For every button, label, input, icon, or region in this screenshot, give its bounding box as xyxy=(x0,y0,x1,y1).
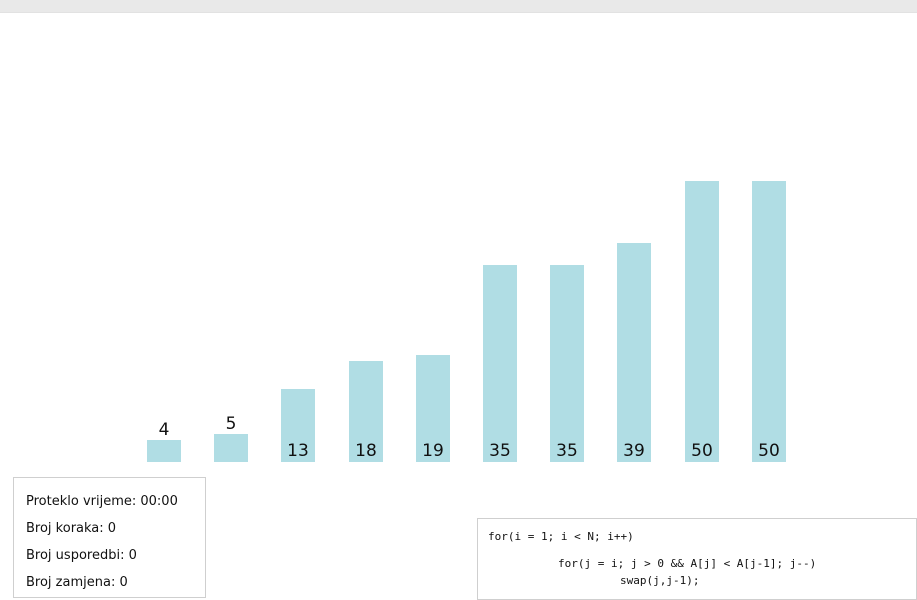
elapsed-time-text: Proteklo vrijeme: 00:00 xyxy=(26,494,178,509)
array-bar-value-label: 35 xyxy=(489,441,511,461)
array-bar-value-label: 18 xyxy=(355,441,377,461)
array-bar-value-label: 50 xyxy=(691,441,713,461)
steps-count-text: Broj koraka: 0 xyxy=(26,521,117,536)
code-line-inner-loop: for(j = i; j > 0 && A[j] < A[j-1]; j--) xyxy=(558,557,817,570)
array-bar-value-label: 5 xyxy=(225,413,237,434)
visualization-canvas: 4 5 13 18 19 35 35 39 50 50 Proteklo vrijeme: 00:… xyxy=(0,12,917,600)
array-bar xyxy=(617,242,651,462)
array-bar-value-label: 50 xyxy=(758,441,780,461)
array-bar xyxy=(483,265,517,462)
code-line-outer-loop: for(i = 1; i < N; i++) xyxy=(488,530,634,543)
array-bar xyxy=(685,181,719,462)
array-bar-value-label: 35 xyxy=(556,441,578,461)
code-line-swap: swap(j,j-1); xyxy=(620,574,700,587)
swaps-count-text: Broj zamjena: 0 xyxy=(26,575,128,590)
array-bar xyxy=(281,388,315,462)
stats-panel: Proteklo vrijeme: 00:00 Broj koraka: 0 B… xyxy=(13,477,206,598)
array-bar-value-label: 13 xyxy=(287,441,309,461)
array-bar xyxy=(416,355,450,462)
code-panel: for(i = 1; i < N; i++) for(j = i; j > 0 … xyxy=(477,518,917,600)
array-bar xyxy=(147,439,181,462)
array-bar-value-label: 4 xyxy=(158,419,170,440)
array-bar xyxy=(752,181,786,462)
array-bar-value-label: 19 xyxy=(422,441,444,461)
array-bar xyxy=(550,265,584,462)
array-bar xyxy=(214,433,248,462)
array-bar xyxy=(349,360,383,462)
array-bar-value-label: 39 xyxy=(623,441,645,461)
comparisons-count-text: Broj usporedbi: 0 xyxy=(26,548,137,563)
bar-chart-area: 4 5 13 18 19 35 35 39 50 50 xyxy=(0,13,917,600)
